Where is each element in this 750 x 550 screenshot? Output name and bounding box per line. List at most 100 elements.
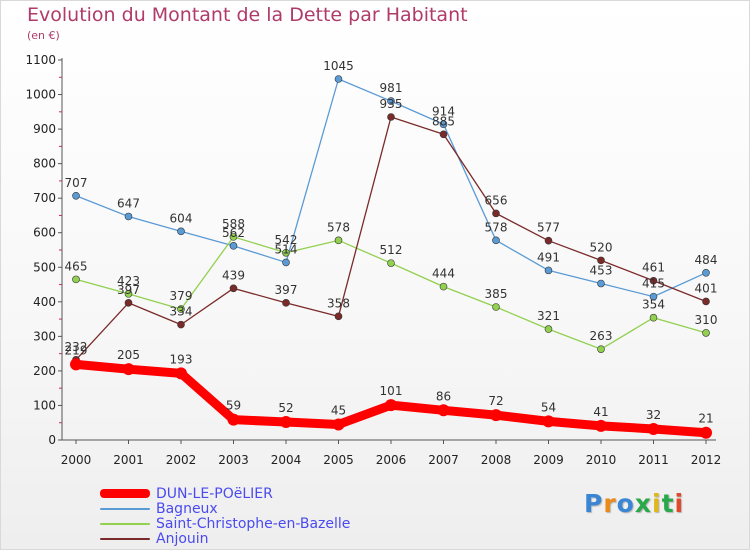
data-label: 397 <box>275 283 298 297</box>
data-point <box>72 191 80 200</box>
data-point <box>177 227 185 236</box>
logo-letter: r <box>603 489 617 518</box>
y-tick-label: 0 <box>48 433 56 447</box>
data-point <box>334 236 343 245</box>
x-tick-label: 2005 <box>323 453 354 467</box>
data-label: 604 <box>170 211 193 225</box>
data-label: 588 <box>222 217 245 231</box>
chart-title: Evolution du Montant de la Dette par Hab… <box>27 4 468 26</box>
data-label: 520 <box>590 240 613 254</box>
x-tick-label: 2004 <box>271 453 302 467</box>
y-tick-label: 500 <box>33 260 56 274</box>
data-label: 578 <box>485 220 508 234</box>
legend-item: Saint-Christophe-en-Bazelle <box>100 516 350 532</box>
legend-label: DUN-LE-POëLIER <box>156 485 273 502</box>
x-tick-label: 2003 <box>218 453 249 467</box>
data-point <box>647 422 660 435</box>
y-tick-label: 1100 <box>25 53 56 67</box>
data-label: 401 <box>695 281 718 295</box>
data-label: 647 <box>117 196 140 210</box>
y-tick-label: 400 <box>33 295 56 309</box>
chart-subtitle: (en €) <box>27 29 60 42</box>
data-label: 577 <box>537 221 560 235</box>
data-point <box>649 276 658 285</box>
legend-swatch <box>100 489 150 498</box>
data-point <box>437 404 450 417</box>
data-label: 54 <box>541 400 556 414</box>
data-point <box>334 75 343 83</box>
data-label: 354 <box>642 298 665 312</box>
data-label: 444 <box>432 267 455 281</box>
data-label: 578 <box>327 220 350 234</box>
data-point <box>439 130 448 139</box>
data-point <box>282 258 290 267</box>
data-label: 1045 <box>323 59 354 73</box>
data-point <box>282 248 290 257</box>
data-point <box>702 297 710 306</box>
data-point <box>332 418 345 431</box>
legend-swatch <box>100 507 150 510</box>
data-point <box>542 415 555 428</box>
y-tick-label: 200 <box>33 364 56 378</box>
data-point <box>702 329 710 337</box>
legend-label: Anjouin <box>156 530 209 547</box>
data-point <box>702 268 710 277</box>
data-point <box>700 426 712 439</box>
data-point <box>492 236 500 245</box>
logo-letter: P <box>584 489 604 518</box>
data-label: 193 <box>170 352 193 366</box>
data-label: 562 <box>222 226 245 240</box>
data-point <box>387 97 395 105</box>
data-point <box>282 299 290 307</box>
data-label: 981 <box>380 81 403 95</box>
data-point <box>334 312 343 321</box>
data-point <box>439 120 448 129</box>
data-label: 321 <box>537 309 560 323</box>
data-point <box>439 282 448 291</box>
data-point <box>280 416 292 429</box>
data-label: 465 <box>65 259 88 273</box>
y-tick-label: 700 <box>33 191 56 205</box>
data-label: 310 <box>695 313 718 327</box>
data-point <box>544 236 553 245</box>
data-label: 461 <box>642 261 665 275</box>
y-tick-label: 900 <box>33 122 56 136</box>
x-tick-label: 2007 <box>428 453 459 467</box>
x-tick-label: 2011 <box>638 453 669 467</box>
x-tick-label: 2006 <box>376 453 407 467</box>
data-label: 423 <box>117 274 140 288</box>
data-point <box>490 409 502 422</box>
data-point <box>544 325 553 333</box>
y-tick-label: 800 <box>33 157 56 171</box>
legend-item: Anjouin <box>100 530 350 547</box>
data-point <box>492 303 500 311</box>
data-point <box>124 299 133 307</box>
data-label: 512 <box>380 243 403 257</box>
legend-item: Bagneux <box>100 500 350 517</box>
data-label: 935 <box>380 97 403 111</box>
data-label: 232 <box>65 340 88 354</box>
data-label: 45 <box>331 403 346 417</box>
data-label: 32 <box>646 408 661 422</box>
data-label: 385 <box>485 287 508 301</box>
data-point <box>387 113 395 121</box>
legend-swatch <box>100 522 150 525</box>
legend-swatch <box>100 537 150 540</box>
legend-label: Bagneux <box>156 500 218 517</box>
data-label: 379 <box>170 289 193 303</box>
data-point <box>229 233 238 241</box>
data-label: 334 <box>170 305 193 319</box>
data-label: 41 <box>593 405 608 419</box>
x-tick-label: 2009 <box>533 453 564 467</box>
x-tick-label: 2008 <box>481 453 512 467</box>
data-label: 514 <box>275 242 298 256</box>
data-point <box>597 256 605 265</box>
proxiti-logo: Proxiti <box>584 489 684 518</box>
data-point <box>597 279 605 288</box>
data-point <box>649 313 658 322</box>
data-label: 21 <box>698 412 713 426</box>
data-label: 358 <box>327 296 350 310</box>
y-tick-label: 600 <box>33 226 56 240</box>
